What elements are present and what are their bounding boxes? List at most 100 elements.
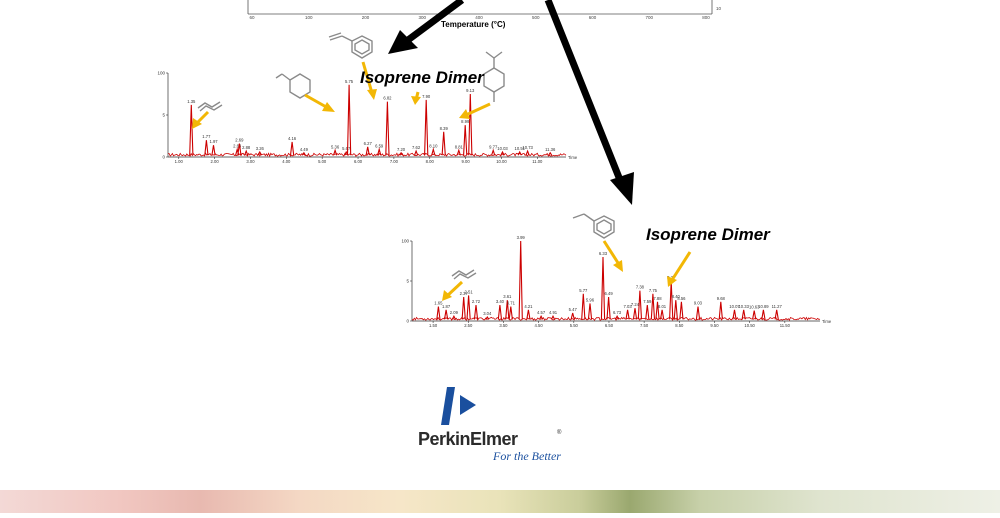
x-tick-label: 10.00 [496, 159, 507, 164]
chromatogram-2: 100 5 0 1.50 2.50 3.50 4.50 5.50 6.50 7.50 8.50 9.5… [401, 235, 831, 328]
peak-label: 9.03 [694, 301, 703, 306]
peak-mark [436, 306, 441, 320]
peak-mark [517, 150, 522, 156]
brand-registered-mark: ® [557, 430, 562, 436]
peak-label: 1.87 [442, 304, 451, 309]
peak-label: 7.59 [643, 299, 652, 304]
peak-label: 1.35 [187, 99, 196, 104]
peak-mark [695, 306, 701, 320]
top-axis-tick-label: 300 [418, 15, 426, 20]
peak-mark [718, 301, 723, 320]
peak-mark [606, 296, 611, 320]
peak-label: 8.39 [440, 126, 449, 131]
peak-label: 4.57 [537, 310, 546, 315]
y-tick-label: 5 [162, 113, 165, 118]
peak-label: 3.61 [503, 294, 512, 299]
peak-mark [377, 147, 382, 156]
peak-label: 4.21 [524, 304, 533, 309]
peak-mark [645, 304, 650, 320]
callout-arrow-vinylcyclohexene [304, 93, 329, 110]
peak-label: 9.68 [717, 296, 726, 301]
top-axis-tick-label: 800 [702, 15, 710, 20]
peak-mark [301, 151, 306, 156]
peak-label: 4.91 [549, 310, 558, 315]
peak-label: 3.71 [507, 301, 516, 306]
butadiene-structure-icon-2 [451, 269, 477, 280]
peak-mark [424, 99, 429, 156]
peak-label: 1.97 [209, 139, 218, 144]
peak-mark [669, 280, 674, 320]
isoprene-dimer-label-2: Isoprene Dimer [646, 225, 770, 244]
peak-label: 6.73 [613, 310, 622, 315]
top-axis-tick-label: 60 [249, 15, 255, 20]
x-axis-unit: Time [822, 319, 832, 324]
peak-label: 7.90 [422, 94, 431, 99]
peak-label: 10.73 [522, 145, 533, 150]
x-tick-label: 1.50 [429, 323, 438, 328]
peak-mark [761, 309, 766, 320]
x-tick-label: 5.00 [318, 159, 327, 164]
peak-label: 5.77 [579, 288, 588, 293]
callout-arrow-butadiene-2 [445, 280, 464, 298]
peak-mark [581, 293, 586, 320]
y-tick-label: 5 [406, 279, 409, 284]
peak-label: 8.99 [461, 119, 470, 124]
peak-mark [443, 309, 449, 320]
top-axis-tick-label: 100 [305, 15, 313, 20]
peak-label: 7.24 [631, 302, 640, 307]
x-tick-label: 2.50 [464, 323, 473, 328]
top-axis-tick-label: 700 [645, 15, 653, 20]
x-axis-unit: Time [568, 155, 578, 160]
callout-arrow-styrene-2 [602, 240, 622, 267]
x-axis-title: Temperature (°C) [441, 20, 506, 29]
peak-label: 1.65 [434, 301, 443, 306]
temperature-axis: 60 100 200 300 400 500 600 700 800 10 [247, 0, 722, 20]
x-tick-label: 7.50 [640, 323, 649, 328]
peak-label: 6.33 [599, 251, 608, 256]
vinylcyclohexene-structure-icon [275, 73, 311, 99]
peak-label: 7.75 [649, 288, 658, 293]
peak-label: 7.03 [624, 304, 633, 309]
callout-arrow-dimer-2 [670, 251, 692, 281]
peak-label: 9.77 [489, 144, 498, 149]
peak-mark [497, 304, 503, 320]
flow-arrow-right [544, 0, 634, 205]
peak-label: 6.82 [383, 96, 392, 101]
peak-label: 8.40 [672, 294, 681, 299]
flow-arrow-left [388, 0, 465, 54]
x-tick-label: 9.00 [462, 159, 471, 164]
peak-label: 8.01 [658, 304, 667, 309]
peak-label: 5.96 [586, 297, 595, 302]
styrene-structure-icon-2 [572, 213, 615, 239]
top-axis-tick-label: 600 [589, 15, 597, 20]
peak-mark [491, 148, 496, 156]
peak-mark [451, 314, 456, 320]
peak-mark [637, 290, 643, 320]
peak-label: 3.99 [517, 235, 526, 240]
peak-label: 6.27 [364, 141, 373, 146]
chromatogram-1: 100 5 0 1.00 2.00 3.00 4.00 5.00 6.00 7.00 8.00 9.0… [157, 71, 577, 165]
peak-label: 3.40 [496, 299, 505, 304]
peak-label: 2.72 [472, 299, 481, 304]
x-tick-label: 9.50 [710, 323, 719, 328]
peak-mark [500, 150, 505, 156]
peak-mark [466, 295, 471, 320]
peak-mark [615, 314, 620, 320]
peak-mark [518, 240, 523, 320]
y-tick-label: 100 [401, 239, 409, 244]
x-tick-label: 6.50 [605, 323, 614, 328]
peak-mark [244, 149, 249, 156]
peak-label: 2.51 [465, 289, 474, 294]
peak-label: 9.13 [466, 88, 475, 93]
perkinelmer-logo: PerkinElmer ® For the Better [418, 385, 568, 465]
peak-mark [550, 314, 556, 320]
x-tick-label: 3.00 [246, 159, 255, 164]
y-tick-label: 0 [162, 155, 165, 160]
x-tick-label: 5.50 [570, 323, 579, 328]
peak-label: 3.04 [483, 311, 492, 316]
peak-mark [650, 293, 656, 320]
peak-mark [587, 303, 593, 320]
butadiene-structure-icon [197, 101, 223, 112]
x-tick-label: 10.50 [744, 323, 755, 328]
